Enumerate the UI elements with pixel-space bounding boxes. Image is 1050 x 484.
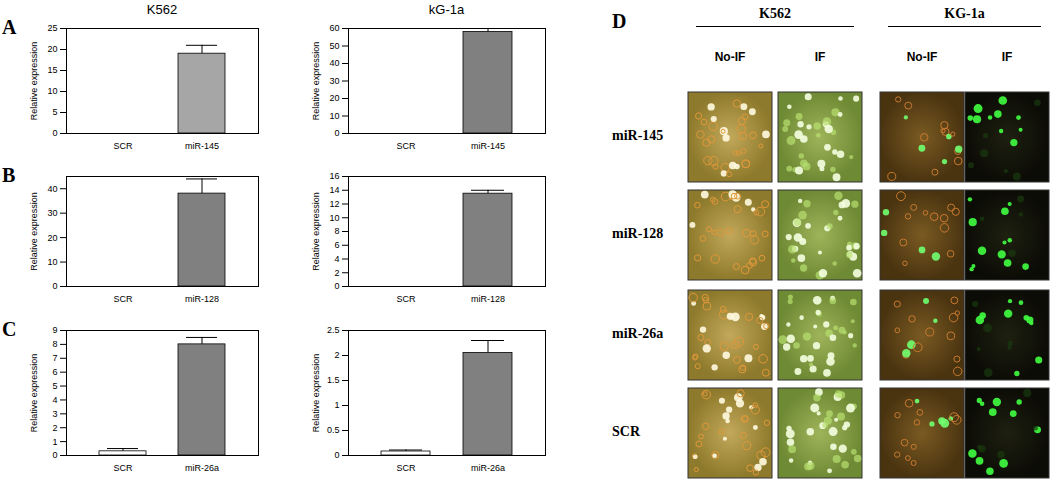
html-text:IF: IF — [1001, 50, 1013, 64]
svg-text:25: 25 — [47, 23, 57, 33]
svg-text:Relative expression: Relative expression — [29, 192, 39, 271]
svg-text:30: 30 — [47, 208, 57, 218]
html-text:C: C — [2, 318, 17, 340]
svg-text:1: 1 — [52, 436, 57, 446]
html-text:K562: K562 — [759, 6, 791, 21]
svg-text:SCR: SCR — [113, 463, 133, 473]
svg-text:10: 10 — [329, 213, 339, 223]
svg-text:SCR: SCR — [113, 294, 133, 304]
svg-text:7: 7 — [52, 353, 57, 363]
svg-text:0.5: 0.5 — [327, 425, 340, 435]
svg-text:12: 12 — [329, 199, 339, 209]
svg-text:miR-145: miR-145 — [185, 141, 219, 151]
svg-text:SCR: SCR — [396, 141, 416, 151]
svg-text:2: 2 — [52, 423, 57, 433]
svg-text:SCR: SCR — [113, 141, 133, 151]
html-text:KG-1a: KG-1a — [944, 6, 985, 21]
svg-text:10: 10 — [47, 257, 57, 267]
svg-text:5: 5 — [52, 381, 57, 391]
svg-text:miR-128: miR-128 — [185, 294, 219, 304]
svg-text:3: 3 — [52, 409, 57, 419]
svg-text:2: 2 — [334, 268, 339, 278]
svg-text:Relative expression: Relative expression — [311, 42, 321, 121]
html-text:miR-26a: miR-26a — [612, 326, 664, 341]
svg-text:9: 9 — [52, 325, 57, 335]
svg-text:20: 20 — [47, 232, 57, 242]
html-text:B: B — [2, 164, 16, 186]
svg-text:8: 8 — [52, 339, 57, 349]
svg-text:2: 2 — [334, 350, 339, 360]
html-text:K562: K562 — [146, 2, 178, 17]
html-text:SCR: SCR — [612, 424, 640, 439]
svg-text:8: 8 — [334, 226, 339, 236]
html-text:D: D — [612, 10, 627, 32]
svg-text:Relative expression: Relative expression — [29, 354, 39, 433]
svg-text:10: 10 — [47, 86, 57, 96]
svg-text:50: 50 — [329, 41, 339, 51]
svg-text:14: 14 — [329, 185, 339, 195]
svg-text:15: 15 — [47, 65, 57, 75]
svg-text:0: 0 — [334, 128, 339, 138]
svg-text:4: 4 — [334, 254, 339, 264]
html-text:No-IF: No-IF — [714, 50, 746, 64]
svg-text:miR-26a: miR-26a — [185, 463, 219, 473]
svg-text:6: 6 — [334, 240, 339, 250]
svg-text:10: 10 — [329, 111, 339, 121]
svg-text:miR-26a: miR-26a — [471, 463, 505, 473]
svg-text:20: 20 — [329, 93, 339, 103]
svg-text:5: 5 — [52, 107, 57, 117]
svg-text:40: 40 — [329, 58, 339, 68]
html-text:A: A — [2, 16, 17, 38]
html-text:miR-128: miR-128 — [612, 226, 664, 241]
html-text:No-IF: No-IF — [906, 50, 938, 64]
html-text:IF: IF — [814, 50, 826, 64]
svg-text:SCR: SCR — [396, 463, 416, 473]
svg-text:20: 20 — [47, 44, 57, 54]
svg-text:1: 1 — [334, 400, 339, 410]
svg-text:60: 60 — [329, 23, 339, 33]
svg-text:4: 4 — [52, 395, 57, 405]
svg-text:miR-128: miR-128 — [471, 294, 505, 304]
svg-text:Relative expression: Relative expression — [311, 354, 321, 433]
svg-text:Relative expression: Relative expression — [29, 42, 39, 121]
svg-text:40: 40 — [47, 184, 57, 194]
svg-text:0: 0 — [52, 281, 57, 291]
svg-text:16: 16 — [329, 171, 339, 181]
svg-text:0: 0 — [334, 450, 339, 460]
svg-text:miR-145: miR-145 — [471, 141, 505, 151]
svg-text:0: 0 — [334, 281, 339, 291]
svg-text:1.5: 1.5 — [327, 375, 340, 385]
svg-text:2.5: 2.5 — [327, 325, 340, 335]
svg-text:0: 0 — [52, 450, 57, 460]
svg-text:30: 30 — [329, 76, 339, 86]
html-text:kG-1a: kG-1a — [428, 2, 465, 17]
svg-text:0: 0 — [52, 128, 57, 138]
html-text:miR-145: miR-145 — [612, 128, 664, 143]
svg-text:Relative expression: Relative expression — [311, 192, 321, 271]
svg-text:SCR: SCR — [396, 294, 416, 304]
svg-text:6: 6 — [52, 367, 57, 377]
